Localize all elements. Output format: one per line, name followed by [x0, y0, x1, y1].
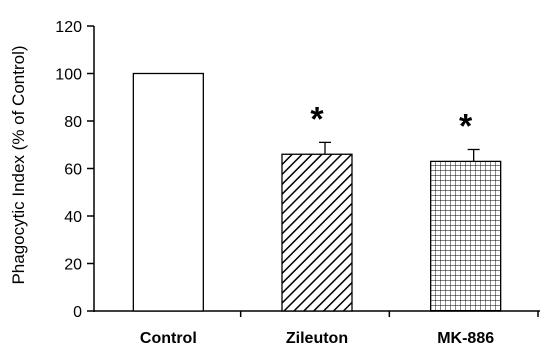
bar-zileuton: [281, 153, 353, 312]
y-tick-label: 0: [73, 304, 82, 321]
significance-asterisk: *: [310, 100, 324, 138]
y-tick-label: 60: [64, 162, 82, 179]
y-axis-label: Phagocytic Index (% of Control): [9, 45, 28, 284]
bars: [132, 72, 502, 312]
significance-asterisk: *: [459, 108, 473, 146]
x-category-label: MK-886: [437, 330, 494, 347]
x-category-label: Zileuton: [286, 330, 348, 347]
bar-mk-886: [430, 160, 502, 312]
y-tick-label: 120: [55, 19, 82, 36]
bar-control: [132, 72, 204, 312]
y-tick-label: 40: [64, 209, 82, 226]
x-category-label: Control: [140, 330, 197, 347]
y-tick-label: 80: [64, 114, 82, 131]
labels: 0 20 40 60 80 100 120 Control * Zileuton * MK-886: [55, 19, 494, 347]
y-tick-label: 20: [64, 257, 82, 274]
y-tick-label: 100: [55, 67, 82, 84]
